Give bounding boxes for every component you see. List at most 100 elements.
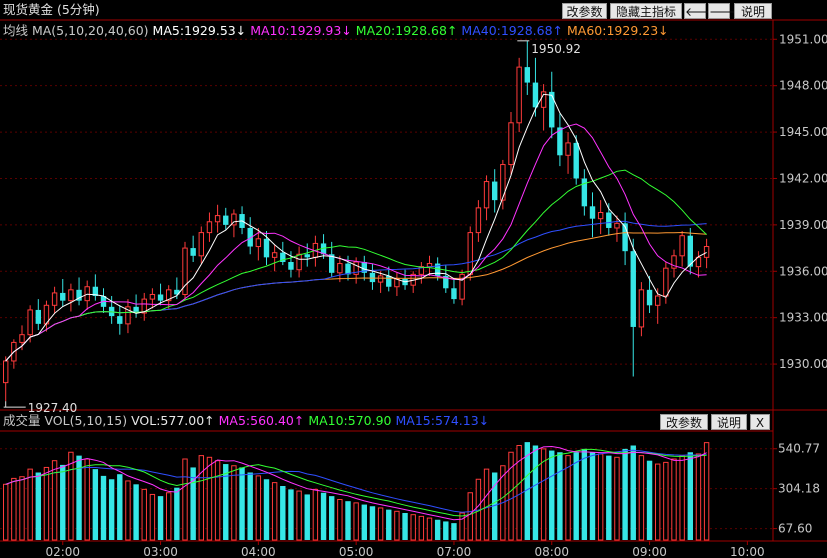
volume-bar [214, 460, 221, 541]
volume-bar [231, 465, 237, 541]
candle-body [516, 66, 522, 124]
candle-body [133, 306, 139, 314]
volume-bar [296, 490, 302, 541]
candle-body [60, 292, 66, 301]
scroll-right-arrow-icon[interactable]: 🡒 [708, 3, 742, 19]
candle-body [353, 261, 359, 275]
candle-body [141, 298, 147, 314]
help-button[interactable]: 说明 [734, 3, 772, 19]
candle-body [418, 266, 425, 275]
volume-bar [320, 492, 327, 540]
candle-body [174, 289, 180, 295]
volume-bar [394, 510, 400, 541]
candle-body [451, 288, 457, 300]
candle-body [500, 164, 506, 201]
scroll-left-arrow-icon[interactable]: 🡐 [684, 3, 718, 19]
candle-body [76, 289, 82, 301]
volume-bar [671, 458, 677, 541]
time-tick-label: 07:00 [437, 545, 472, 558]
candle-body [3, 360, 9, 384]
candle-body [231, 213, 237, 226]
volume-legend-prefix: 成交量 VOL(5,10,15) [3, 413, 128, 428]
ma40-line [5, 220, 707, 362]
volume-bar [27, 468, 33, 541]
volume-bar [329, 496, 335, 540]
vol-ma5-value: MA5:560.40↑ [218, 413, 305, 428]
volume-bar [247, 472, 253, 540]
volume-bar [198, 455, 205, 541]
volume-bar [3, 483, 9, 541]
price-tick-label: 1930.00 [779, 357, 827, 371]
volume-bar [166, 492, 172, 541]
volume-bar [467, 492, 473, 541]
candle-body [459, 273, 465, 300]
candle-body [524, 67, 530, 83]
candle-body [475, 207, 482, 234]
vol-value: VOL:577.00↑ [131, 413, 215, 428]
volume-bar [157, 496, 164, 540]
candle-body [198, 232, 205, 257]
volume-bar [589, 452, 596, 540]
candle-body [361, 261, 367, 273]
candle-body [92, 286, 99, 297]
candle-body [27, 309, 33, 336]
volume-close-icon[interactable]: X [750, 414, 770, 430]
volume-bar [418, 515, 425, 541]
volume-bar [190, 467, 196, 540]
candle-body [443, 275, 449, 289]
candle-body [565, 142, 571, 156]
candle-body [117, 316, 123, 324]
time-tick-label: 02:00 [45, 545, 80, 558]
candle-body [703, 246, 710, 258]
volume-bar [35, 472, 41, 540]
volume-bar [614, 456, 620, 541]
volume-bar [655, 463, 661, 541]
volume-bar [345, 501, 351, 540]
volume-bar [239, 467, 245, 540]
volume-bar [133, 484, 139, 540]
volume-bar [361, 504, 367, 540]
volume-bar [386, 509, 392, 540]
volume-help-button[interactable]: 说明 [711, 414, 747, 430]
volume-change-params-button[interactable]: 改参数 [660, 414, 708, 430]
volume-bar [565, 455, 571, 541]
volume-bar [679, 455, 685, 541]
candle-body [597, 212, 604, 220]
volume-bar [263, 479, 270, 540]
price-tick-label: 1933.00 [779, 311, 827, 325]
candle-body [271, 252, 278, 258]
candle-body [540, 91, 547, 108]
vol-ma15-value: MA15:574.13↓ [395, 413, 490, 428]
price-tick-label: 1948.00 [779, 79, 827, 93]
volume-bar [51, 460, 58, 541]
change-params-button[interactable]: 改参数 [562, 3, 607, 19]
candle-body [679, 235, 685, 257]
candle-body [255, 238, 262, 248]
candle-body [508, 122, 514, 166]
volume-legend: 成交量 VOL(5,10,15) VOL:577.00↑ MA5:560.40↑… [3, 411, 489, 431]
candle-body [190, 248, 196, 256]
candle-body [247, 227, 253, 247]
candle-body [581, 178, 588, 207]
volume-tick-label: 67.60 [778, 522, 812, 536]
ma10-line [5, 123, 707, 362]
volume-bar [410, 514, 416, 541]
volume-bar [573, 452, 579, 540]
volume-bar [117, 474, 123, 540]
volume-bar [223, 464, 229, 540]
chart-title: 现货黄金 (5分钟) [3, 2, 100, 17]
candle-body [280, 252, 286, 262]
candle-body [549, 91, 555, 128]
vol-ma5-line [5, 445, 707, 521]
candle-body [467, 232, 473, 275]
hide-main-indicator-button[interactable]: 隐藏主指标 [610, 3, 682, 19]
price-tick-label: 1936.00 [779, 264, 827, 278]
vol-ma10-value: MA10:570.90 [308, 413, 392, 428]
volume-bar [19, 476, 25, 541]
ma10-value: MA10:1929.93↓ [250, 23, 352, 38]
candle-body [223, 215, 229, 225]
candle-body [214, 215, 221, 223]
volume-bar [597, 453, 604, 541]
